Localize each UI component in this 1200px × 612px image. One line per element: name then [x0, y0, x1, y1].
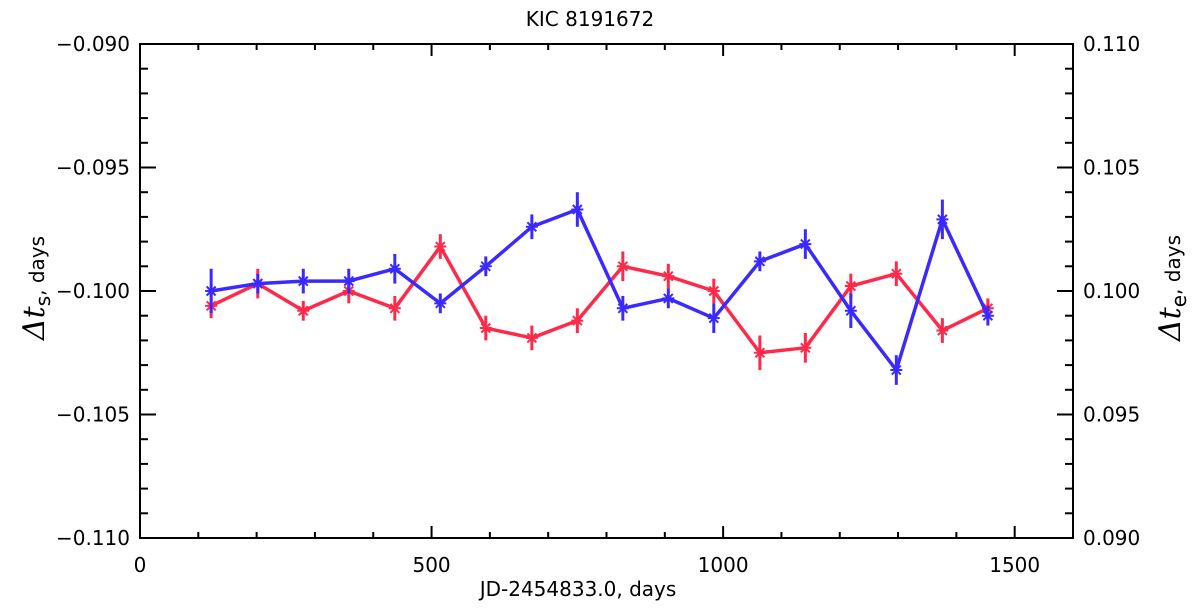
y-right-subscript: e — [1167, 295, 1191, 307]
data-point — [753, 347, 766, 358]
data-point — [525, 221, 538, 232]
data-point — [844, 280, 857, 292]
x-tick-label: 1000 — [698, 553, 749, 577]
chart-title: KIC 8191672 — [526, 7, 654, 31]
data-point — [297, 305, 310, 316]
data-point — [799, 342, 812, 354]
series-line — [210, 207, 990, 372]
y-axis-right: 0.110 0.105 0.100 0.095 0.090 — [1057, 32, 1140, 550]
data-point — [434, 241, 447, 252]
x-tick-label: 1500 — [989, 553, 1040, 577]
y-axis-left: −0.090 −0.095 −0.100 −0.105 −0.110 — [56, 32, 156, 550]
y-left-symbol: Δt — [17, 305, 52, 341]
x-axis: 0 500 1000 1500 — [134, 44, 1074, 577]
y-right-tick-label: 0.090 — [1083, 526, 1140, 550]
y-left-subscript: s — [31, 296, 55, 306]
data-point — [799, 238, 812, 250]
data-point — [297, 275, 310, 287]
y-axis-left-title: Δts, days — [17, 236, 55, 341]
data-point — [479, 261, 492, 272]
data-point — [388, 263, 401, 274]
y-right-suffix: , days — [1161, 235, 1185, 295]
data-point — [479, 322, 492, 334]
series-layer — [205, 192, 994, 385]
data-point — [753, 256, 766, 267]
y-right-tick-label: 0.110 — [1083, 32, 1140, 56]
y-right-tick-label: 0.105 — [1083, 156, 1140, 180]
data-point — [890, 268, 903, 279]
data-point — [525, 332, 538, 344]
data-point — [981, 310, 994, 321]
data-point — [342, 275, 355, 287]
data-point — [936, 214, 949, 225]
series-line — [210, 244, 989, 355]
data-point — [707, 312, 720, 324]
y-left-tick-label: −0.105 — [56, 403, 130, 427]
data-point — [616, 261, 629, 272]
data-point — [936, 325, 949, 336]
x-tick-label: 0 — [134, 553, 147, 577]
y-right-tick-label: 0.095 — [1083, 403, 1140, 427]
data-point — [890, 364, 903, 376]
data-point — [251, 278, 264, 289]
data-point — [388, 303, 401, 314]
y-left-tick-label: −0.110 — [56, 526, 130, 550]
x-tick-label: 500 — [412, 553, 450, 577]
y-left-tick-label: −0.090 — [56, 32, 130, 56]
y-axis-right-title: Δte, days — [1153, 235, 1191, 342]
data-point — [844, 305, 857, 316]
series-1 — [205, 234, 994, 371]
data-point — [571, 315, 584, 326]
y-right-symbol: Δt — [1153, 306, 1188, 342]
data-point — [662, 293, 675, 304]
x-axis-title: JD-2454833.0, days — [478, 577, 677, 601]
data-point — [662, 270, 675, 282]
plot-frame — [139, 43, 1074, 539]
data-point — [616, 303, 629, 314]
data-point — [205, 285, 218, 297]
series-2 — [205, 192, 994, 385]
data-point — [707, 285, 720, 297]
y-right-tick-label: 0.100 — [1083, 279, 1140, 303]
y-left-suffix: , days — [25, 236, 49, 296]
data-point — [434, 298, 447, 309]
y-left-tick-label: −0.100 — [56, 279, 130, 303]
data-point — [571, 204, 584, 215]
y-left-tick-label: −0.095 — [56, 156, 130, 180]
